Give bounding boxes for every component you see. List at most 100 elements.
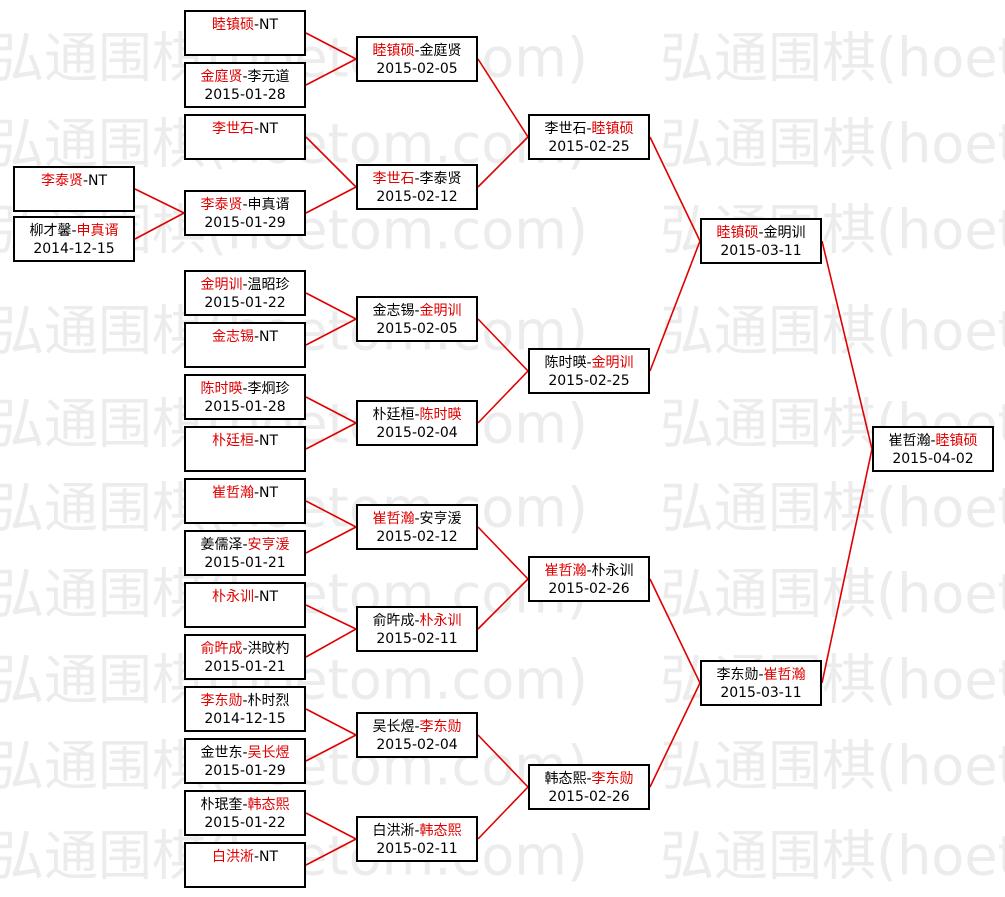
match-players: 白洪淅-韩态熙 (372, 823, 461, 839)
match-date: 2015-01-29 (204, 763, 285, 779)
match-date: 2015-01-28 (204, 87, 285, 103)
player-name: 崔哲瀚 (544, 563, 586, 579)
connector (305, 422, 357, 450)
connector (821, 448, 873, 684)
match-date: 2015-01-28 (204, 399, 285, 415)
player-name: - (254, 849, 259, 865)
player-name: - (586, 355, 591, 371)
player-name: - (414, 303, 419, 319)
match-date: 2015-02-25 (548, 373, 629, 389)
connector (134, 188, 185, 214)
match-players: 李世石-NT (212, 121, 279, 137)
player-name: 俞旿成 (372, 612, 414, 629)
connector (649, 682, 701, 788)
player-name: NT (88, 173, 107, 189)
player-name: 睦镇硕 (716, 225, 758, 241)
player-name: - (254, 433, 259, 449)
player-name: - (242, 745, 247, 761)
player-name: - (83, 173, 88, 189)
player-name: - (758, 225, 763, 241)
player-name: - (254, 121, 259, 137)
match-players: 李世石-睦镇硕 (544, 121, 633, 137)
player-name: NT (259, 433, 278, 449)
watermark: 弘通围棋(hoetom.com) (660, 477, 1005, 540)
player-name: - (414, 407, 419, 423)
player-name: 朴廷桓 (372, 407, 414, 423)
match-players: 李东勋-崔哲瀚 (716, 667, 805, 683)
player-name: 睦镇硕 (936, 433, 978, 449)
player-name: NT (259, 485, 278, 501)
match-box (356, 712, 478, 758)
match-date: 2015-02-05 (376, 321, 457, 337)
match-box (184, 190, 306, 236)
match-box (184, 322, 306, 368)
match-players: 李泰贤-申真谞 (200, 197, 289, 213)
watermark: 弘通围棋(hoetom.com) (660, 300, 1005, 363)
player-name: - (71, 223, 76, 239)
match-box (184, 62, 306, 108)
match-box (356, 296, 478, 342)
connector (305, 500, 357, 528)
match-date: 2015-01-21 (204, 659, 285, 675)
match-players: 李世石-李泰贤 (372, 171, 461, 187)
match-box (184, 374, 306, 420)
match-players: 金明训-温昭珍 (200, 277, 289, 293)
match-players: 朴珉奎-韩态熙 (200, 797, 289, 813)
player-name: 李东勋 (592, 771, 634, 787)
player-name: 陈时暎 (420, 406, 462, 423)
player-name: 睦镇硕 (372, 43, 414, 59)
player-name: - (758, 667, 763, 683)
match-date: 2015-02-11 (376, 841, 457, 857)
connector (649, 240, 701, 372)
match-box (184, 114, 306, 160)
match-date: 2015-01-22 (204, 815, 285, 831)
player-name: 朴时烈 (248, 693, 290, 709)
player-name: 洪旼杓 (248, 641, 290, 657)
match-players: 睦镇硕-金明训 (716, 225, 805, 241)
match-date: 2015-02-05 (376, 61, 457, 77)
match-box (184, 842, 306, 888)
player-name: - (242, 797, 247, 813)
match-box (184, 478, 306, 524)
match-players: 陈时暎-李炯珍 (200, 380, 289, 397)
player-name: 李世石 (544, 121, 586, 137)
connector (305, 838, 357, 866)
player-name: - (242, 69, 247, 85)
player-name: - (414, 823, 419, 839)
player-name: 李泰贤 (420, 171, 462, 187)
match-box (528, 764, 650, 810)
connector (477, 786, 529, 840)
match-players: 金庭贤-李元道 (200, 68, 289, 85)
match-date: 2015-01-22 (204, 295, 285, 311)
player-name: 安亨湲 (248, 536, 290, 553)
player-name: 睦镇硕 (212, 17, 254, 33)
player-name: 李世石 (372, 171, 414, 187)
player-name: - (414, 613, 419, 629)
match-date: 2015-01-21 (204, 555, 285, 571)
player-name: 姜儒泽 (200, 537, 242, 553)
player-name: NT (259, 329, 278, 345)
player-name: NT (259, 17, 278, 33)
player-name: 睦镇硕 (592, 121, 634, 137)
player-name: 白洪淅 (372, 823, 414, 839)
watermark: 弘通围棋(hoetom.com) (660, 27, 1005, 90)
connector (305, 734, 357, 762)
connector (305, 58, 357, 86)
player-name: NT (259, 589, 278, 605)
match-box (184, 10, 306, 56)
match-players: 姜儒泽-安亨湲 (200, 536, 289, 553)
player-name: - (930, 433, 935, 449)
player-name: - (242, 537, 247, 553)
player-name: - (586, 771, 591, 787)
match-players: 李东勋-朴时烈 (200, 693, 289, 709)
match-date: 2015-02-26 (548, 789, 629, 805)
watermark: 弘通围棋(hoetom.com) (660, 113, 1005, 176)
connector (305, 396, 357, 424)
match-players: 睦镇硕-NT (212, 17, 279, 33)
connector (305, 186, 357, 214)
player-name: 金明训 (592, 355, 634, 371)
match-box (356, 504, 478, 550)
match-players: 崔哲瀚-NT (212, 485, 279, 501)
match-players: 李泰贤-NT (41, 173, 108, 189)
player-name: 崔哲瀚 (372, 511, 414, 527)
